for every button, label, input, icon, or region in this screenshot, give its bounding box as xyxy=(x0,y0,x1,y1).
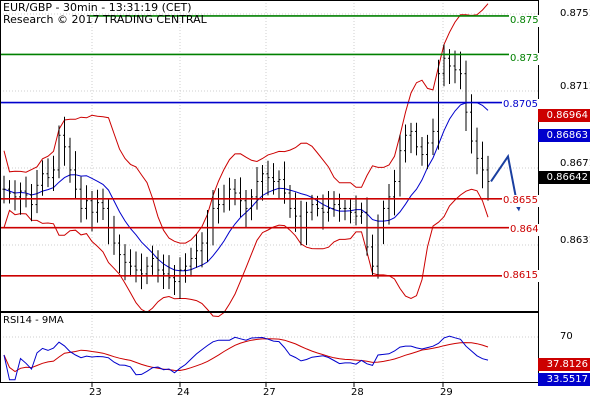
price-tick-1: 0.8711 xyxy=(560,81,590,92)
level-label-0: 0.875 xyxy=(509,15,540,27)
rsi-label: RSI14 - 9MA xyxy=(3,315,64,326)
upper-band-line xyxy=(3,3,489,244)
rsi-line xyxy=(3,335,489,381)
date-tick-2: 27 xyxy=(263,387,276,398)
rsi-tick-70: 70 xyxy=(560,331,573,342)
last-price-tag: 0.86642 xyxy=(538,171,590,184)
date-tick-0: 23 xyxy=(89,387,102,398)
rsi-ma-line xyxy=(3,338,489,373)
price-tick-3: 0.8631 xyxy=(560,235,590,246)
level-label-4: 0.864 xyxy=(509,224,540,236)
rsi-ma-tag: 37.8126 xyxy=(538,358,590,371)
moving-average-tag: 0.86863 xyxy=(538,129,590,142)
price-tick-2: 0.8671 xyxy=(560,158,590,169)
rsi-value-tag: 33.5517 xyxy=(538,373,590,386)
date-tick-3: 28 xyxy=(351,387,364,398)
date-tick-4: 29 xyxy=(440,387,453,398)
level-label-3: 0.8655 xyxy=(502,195,539,207)
rsi-panel xyxy=(3,335,489,381)
chart-frame xyxy=(0,0,539,387)
forecast-path xyxy=(490,153,519,209)
level-label-5: 0.8615 xyxy=(502,270,539,282)
upper-band-tag: 0.86964 xyxy=(538,109,590,122)
price-panel-frame xyxy=(0,0,539,312)
level-label-2: 0.8705 xyxy=(502,99,539,111)
research-credit: Research © 2017 TRADING CENTRAL xyxy=(3,13,207,26)
chart-title: EUR/GBP - 30min - 13:31:19 (CET) xyxy=(3,1,192,14)
bollinger-bands xyxy=(3,3,489,318)
level-label-1: 0.873 xyxy=(509,53,540,65)
price-tick-0: 0.8751 xyxy=(560,8,590,19)
date-tick-1: 24 xyxy=(177,387,190,398)
lower-band-line xyxy=(3,188,489,318)
level-lines xyxy=(0,15,538,277)
rsi-panel-frame xyxy=(0,312,539,383)
